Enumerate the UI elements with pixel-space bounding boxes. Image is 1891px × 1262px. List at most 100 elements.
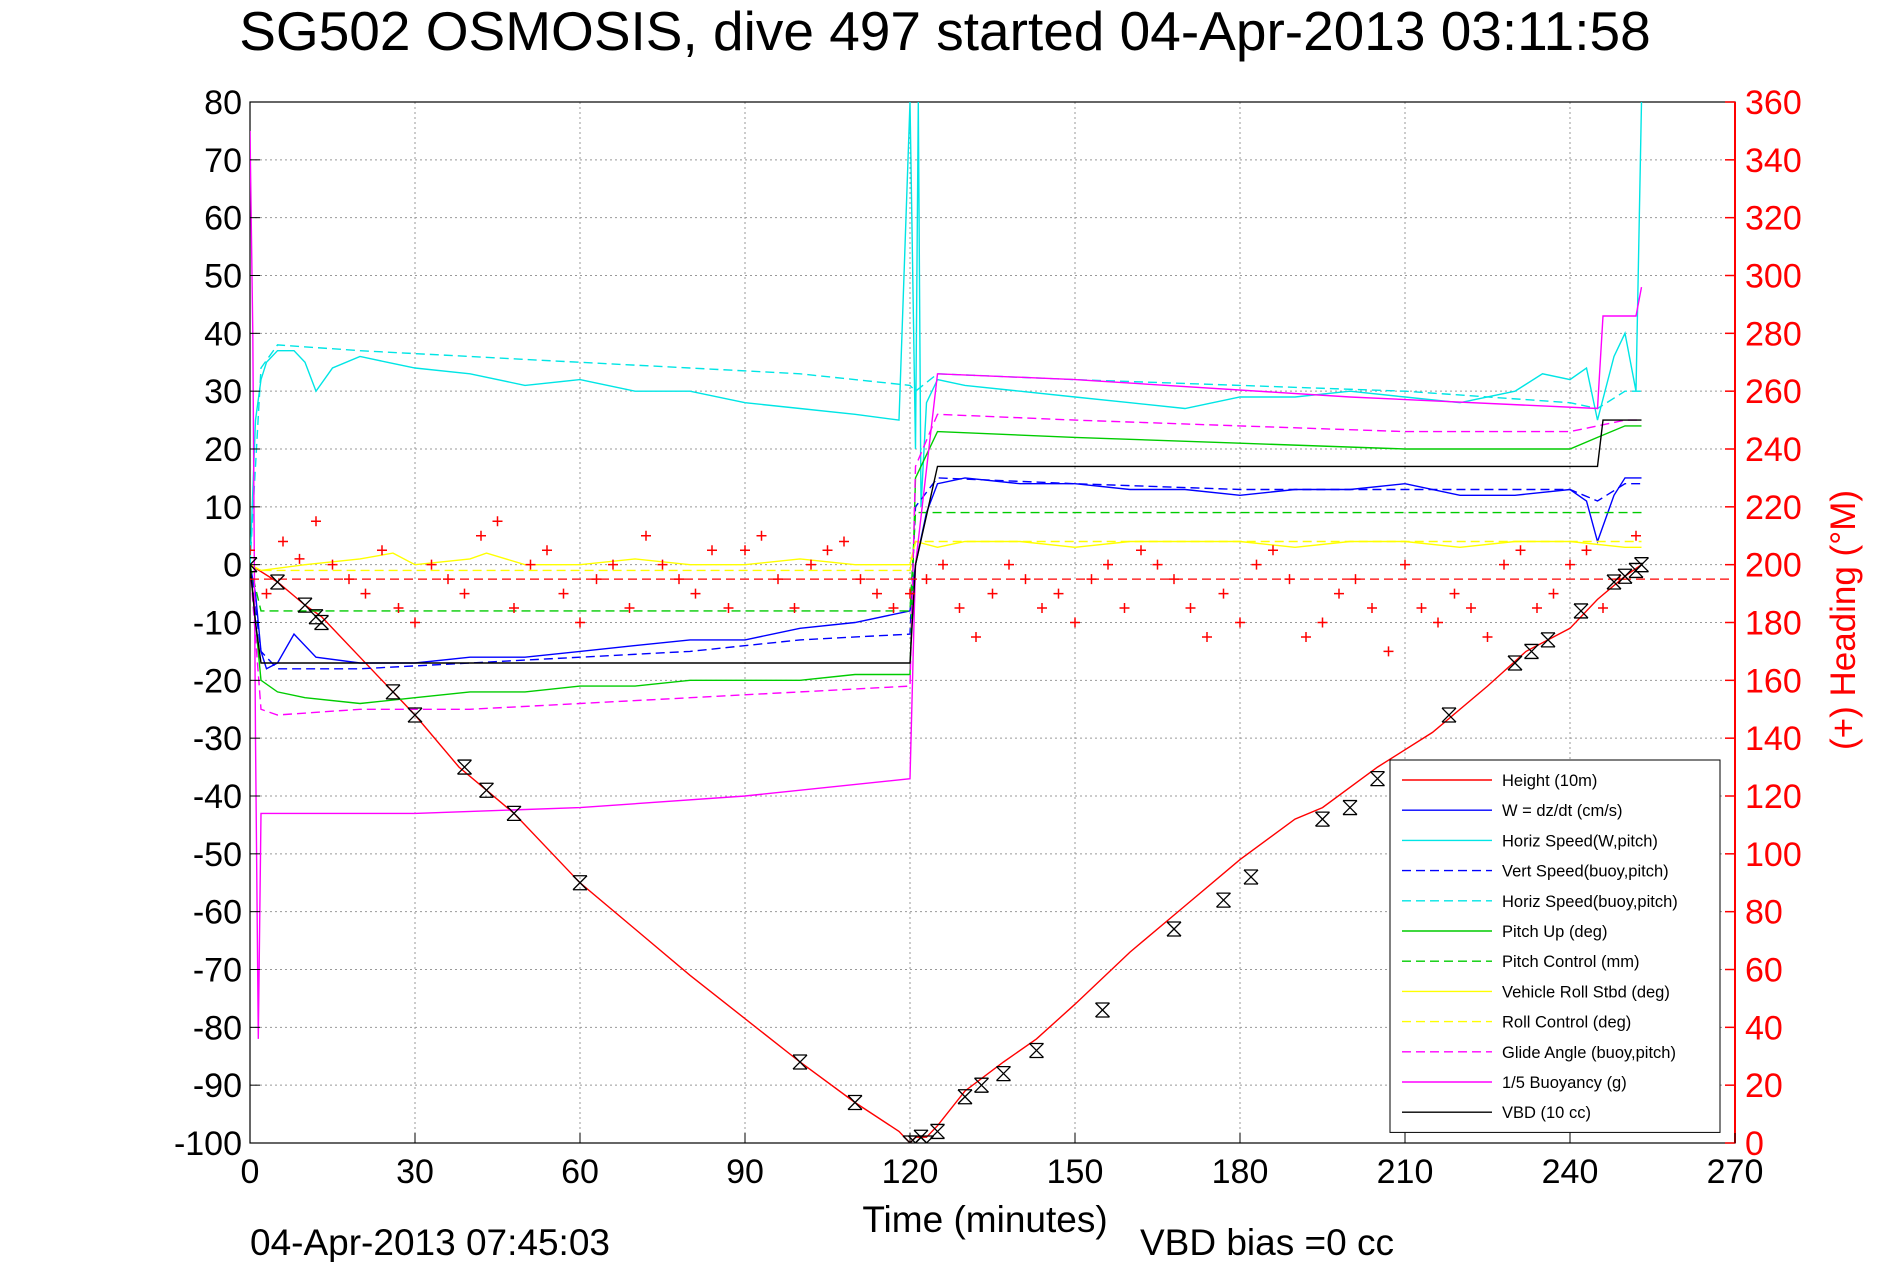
- y-tick-label: 60: [204, 200, 242, 238]
- heading-point: [1433, 617, 1443, 628]
- y-tick-label: -70: [193, 952, 242, 990]
- heading-point: [641, 530, 651, 541]
- heading-point: [311, 516, 321, 527]
- heading-point: [971, 631, 981, 642]
- heading-point: [459, 588, 470, 599]
- heading-point: [938, 559, 948, 570]
- depth-marker: [1634, 557, 1649, 573]
- heading-point: [525, 559, 536, 570]
- x-tick-label: 270: [1707, 1153, 1764, 1191]
- y2-tick-label: 100: [1745, 836, 1802, 874]
- y-tick-label: -40: [193, 778, 242, 816]
- legend-label: Vert Speed(buoy,pitch): [1502, 863, 1669, 881]
- heading-point: [1400, 559, 1410, 570]
- heading-point: [278, 536, 288, 547]
- depth-marker: [1315, 811, 1330, 827]
- legend-box: [1389, 759, 1721, 1133]
- heading-point: [294, 553, 305, 564]
- depth-marker: [297, 597, 313, 613]
- heading-point: [1070, 617, 1080, 628]
- heading-point: [1499, 559, 1509, 570]
- y2-tick-label: 0: [1745, 1125, 1764, 1163]
- heading-point: [822, 545, 833, 556]
- y-tick-label: 70: [204, 142, 242, 180]
- x-axis-label: Time (minutes): [862, 1199, 1107, 1240]
- x-tick-label: 90: [726, 1153, 764, 1191]
- heading-point: [558, 588, 569, 599]
- heading-point: [250, 545, 255, 556]
- series-layer: [250, 102, 1735, 1143]
- heading-point: [905, 588, 915, 599]
- heading-point: [855, 574, 866, 585]
- heading-point: [1103, 559, 1113, 570]
- depth-marker: [957, 1089, 973, 1105]
- heading-point: [1581, 545, 1592, 556]
- y-tick-label: -50: [193, 836, 242, 874]
- x-tick-label: 180: [1212, 1153, 1269, 1191]
- y-tick-label: -20: [193, 662, 242, 700]
- y2-tick-label: 20: [1745, 1067, 1783, 1105]
- y2-tick-label: 360: [1745, 84, 1802, 122]
- right-y-axis-label: (+) Heading (°M): [1824, 490, 1863, 750]
- heading-point: [509, 603, 519, 614]
- heading-point: [1466, 603, 1476, 614]
- heading-point: [261, 588, 272, 599]
- depth-marker: [1166, 921, 1182, 937]
- legend-label: Pitch Control (mm): [1502, 953, 1640, 971]
- right-y-axis: 3603403203002802602402202001801601401201…: [1725, 84, 1802, 1163]
- y2-tick-label: 320: [1745, 200, 1802, 238]
- series-line-2: [250, 102, 1643, 565]
- heading-point: [426, 559, 437, 570]
- chart-title: SG502 OSMOSIS, dive 497 started 04-Apr-2…: [239, 0, 1650, 62]
- x-tick-label: 60: [561, 1153, 599, 1191]
- heading-point: [1350, 574, 1361, 585]
- heading-point: [1037, 603, 1047, 614]
- heading-point: [591, 574, 602, 585]
- depth-marker: [1606, 574, 1622, 590]
- legend-label: Vehicle Roll Stbd (deg): [1502, 983, 1670, 1001]
- heading-point: [1284, 574, 1295, 585]
- heading-point: [1235, 617, 1245, 628]
- y-tick-label: 30: [204, 373, 242, 411]
- heading-point: [1152, 559, 1163, 570]
- x-tick-label: 120: [882, 1153, 939, 1191]
- heading-point: [839, 536, 849, 547]
- depth-marker: [506, 805, 522, 821]
- depth-marker: [479, 782, 494, 798]
- heading-point: [1169, 574, 1179, 585]
- heading-point: [1532, 603, 1542, 614]
- depth-marker: [1540, 632, 1556, 648]
- depth-marker: [457, 759, 472, 775]
- heading-point: [690, 588, 701, 599]
- heading-point: [1004, 559, 1014, 570]
- depth-marker: [996, 1065, 1011, 1082]
- y-tick-label: 0: [223, 547, 242, 585]
- y2-tick-label: 80: [1745, 894, 1783, 932]
- heading-point: [888, 603, 899, 614]
- plot-area: [249, 101, 1736, 1144]
- depth-marker: [572, 875, 588, 891]
- depth-marker: [1216, 892, 1231, 908]
- y-tick-label: 20: [204, 431, 242, 469]
- y2-tick-label: 280: [1745, 315, 1802, 353]
- x-tick-label: 240: [1542, 1153, 1599, 1191]
- heading-point: [1317, 617, 1328, 628]
- series-line-3: [250, 477, 1642, 670]
- legend-label: 1/5 Buoyancy (g): [1502, 1074, 1627, 1092]
- depth-marker: [792, 1054, 808, 1070]
- depth-marker: [974, 1077, 989, 1093]
- heading-point: [1334, 588, 1344, 599]
- y-tick-label: -100: [174, 1125, 242, 1163]
- heading-point: [1251, 559, 1262, 570]
- depth-marker: [1573, 603, 1589, 619]
- heading-point: [624, 603, 635, 614]
- heading-point: [657, 559, 668, 570]
- heading-point: [1482, 631, 1493, 642]
- series-line-11: [250, 419, 1642, 664]
- heading-point: [1185, 603, 1196, 614]
- y-tick-label: -60: [193, 894, 242, 932]
- heading-point: [1119, 603, 1130, 614]
- x-tick-label: 0: [241, 1153, 260, 1191]
- heading-point: [1383, 646, 1394, 657]
